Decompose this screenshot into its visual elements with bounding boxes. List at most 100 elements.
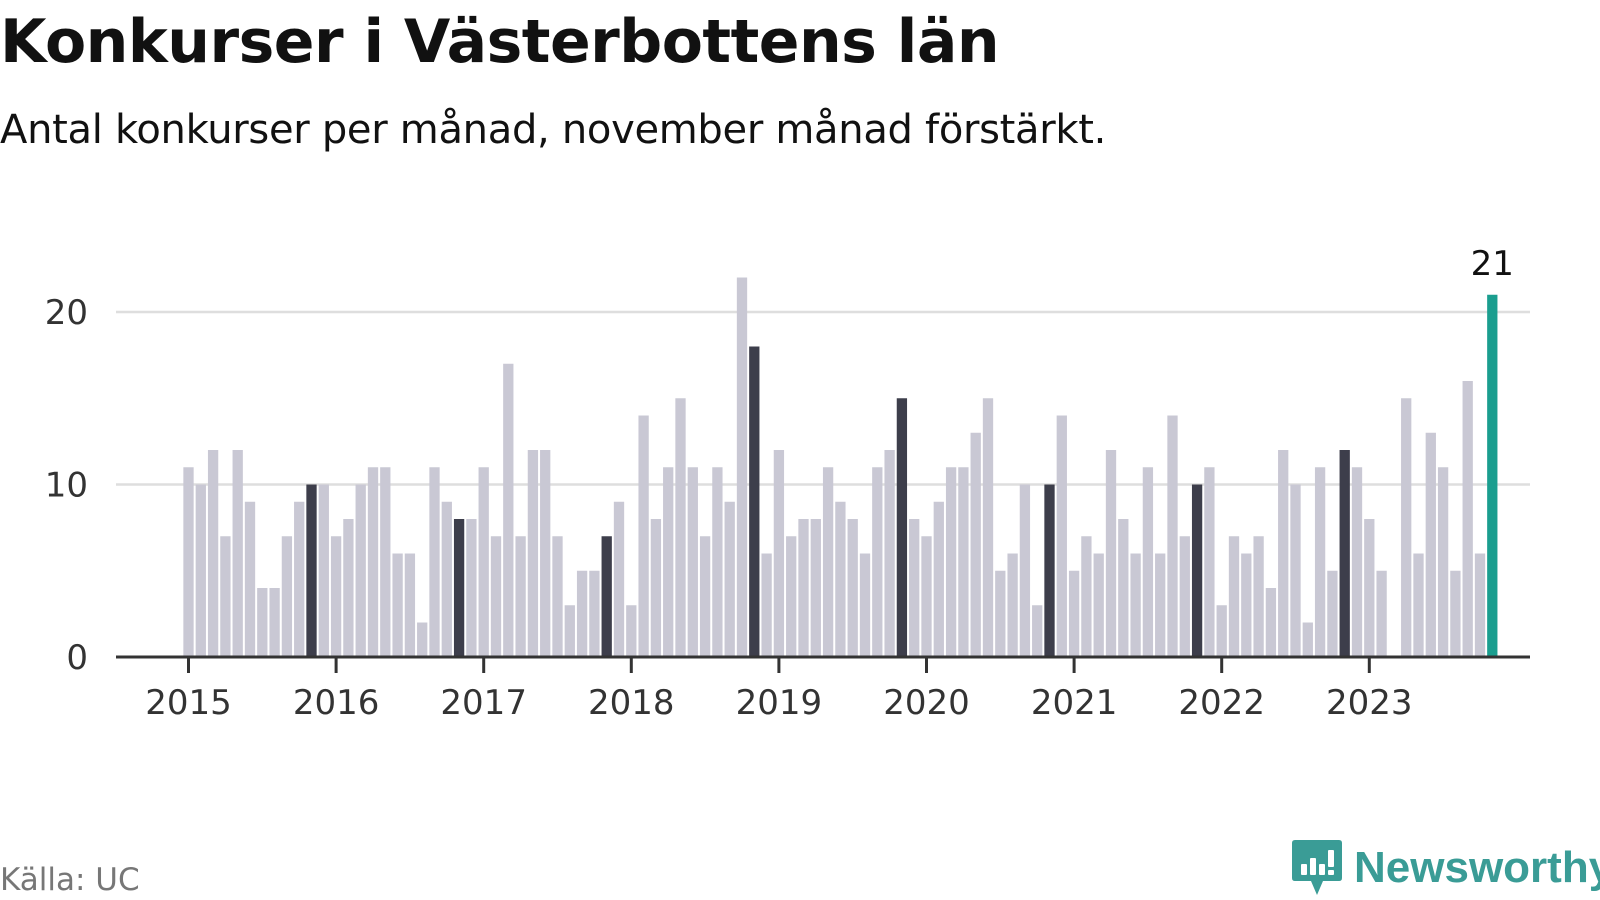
bar <box>380 467 391 657</box>
bar <box>613 501 625 657</box>
latest-value-label: 21 <box>1471 244 1514 284</box>
bar <box>884 450 895 657</box>
bar <box>1241 553 1252 657</box>
bar <box>921 536 932 657</box>
bar <box>441 501 452 657</box>
x-tick-label: 2017 <box>440 683 527 723</box>
bar-highlight <box>1339 450 1350 657</box>
bar <box>564 605 575 657</box>
bar <box>1155 553 1166 657</box>
bar <box>699 536 711 657</box>
bar <box>945 467 957 657</box>
bar <box>1093 553 1104 657</box>
x-tick-label: 2020 <box>883 683 970 723</box>
bar <box>478 467 489 657</box>
bar <box>576 570 588 657</box>
bar <box>1130 553 1141 657</box>
bar <box>466 519 477 657</box>
bar-highlight <box>749 346 760 657</box>
bar-highlight <box>1044 484 1055 657</box>
bar <box>638 415 649 657</box>
bar <box>970 432 981 657</box>
bar <box>822 467 834 657</box>
bar <box>1081 536 1092 657</box>
bar <box>404 553 416 657</box>
bar <box>294 501 305 657</box>
labels: 0 10 20 2015 2016 2017 2018 2019 2020 2021 2022 202… <box>45 244 1514 723</box>
bar <box>1056 415 1067 657</box>
bar <box>589 570 600 657</box>
bar <box>367 467 379 657</box>
bar <box>195 484 206 657</box>
bar <box>552 536 563 657</box>
y-tick-label: 0 <box>66 638 88 678</box>
bar-highlight <box>896 398 908 657</box>
bar <box>675 398 686 657</box>
bar <box>232 450 243 657</box>
bar <box>527 450 539 657</box>
bar-chart: 0 10 20 2015 2016 2017 2018 2019 2020 2021 2022 202… <box>45 244 1530 723</box>
bar <box>773 450 785 657</box>
bar <box>343 519 354 657</box>
x-tick-label: 2016 <box>293 683 380 723</box>
bar <box>1425 432 1436 657</box>
bar <box>786 536 797 657</box>
bar <box>207 450 219 657</box>
bar <box>503 363 514 657</box>
bar <box>663 467 674 657</box>
bar <box>798 519 809 657</box>
bar <box>1302 622 1313 657</box>
bar <box>417 622 428 657</box>
bar <box>330 536 342 657</box>
bar <box>995 570 1006 657</box>
bar <box>1228 536 1240 657</box>
bar <box>835 501 846 657</box>
x-tick-label: 2021 <box>1031 683 1118 723</box>
bar <box>1327 570 1338 657</box>
bar <box>1462 381 1473 657</box>
bar <box>1401 398 1412 657</box>
bar <box>736 277 748 657</box>
bar <box>1413 553 1424 657</box>
bar <box>687 467 698 657</box>
bar <box>1364 519 1375 657</box>
bar <box>490 536 502 657</box>
bar <box>1450 570 1461 657</box>
bars <box>183 277 1498 657</box>
bar <box>1068 570 1080 657</box>
bar <box>269 588 280 657</box>
bar <box>1142 467 1154 657</box>
bar <box>872 467 883 657</box>
bar <box>847 519 858 657</box>
bar-latest <box>1487 294 1498 657</box>
bar <box>909 519 920 657</box>
bar <box>1179 536 1190 657</box>
brand-name: Newsworthy <box>1354 843 1600 892</box>
bar <box>220 536 231 657</box>
x-tick-label: 2015 <box>145 683 232 723</box>
x-tick-label: 2023 <box>1326 683 1413 723</box>
bar <box>1351 467 1363 657</box>
bar <box>1376 570 1387 657</box>
x-tick-label: 2019 <box>736 683 823 723</box>
bar <box>626 605 637 657</box>
bar <box>1105 450 1117 657</box>
bar <box>650 519 662 657</box>
brand-logo: Newsworthy <box>1290 838 1600 898</box>
bar <box>1204 467 1215 657</box>
bar <box>1265 588 1277 657</box>
bar <box>810 519 821 657</box>
bar <box>1314 467 1326 657</box>
bar-highlight <box>1191 484 1203 657</box>
bar <box>429 467 440 657</box>
bar <box>761 553 772 657</box>
bar-highlight <box>306 484 317 657</box>
bar <box>318 484 329 657</box>
chart-subtitle: Antal konkurser per månad, november måna… <box>0 107 1107 153</box>
x-tick-label: 2022 <box>1178 683 1265 723</box>
chart-title: Konkurser i Västerbottens län <box>0 7 1000 77</box>
bar <box>1474 553 1486 657</box>
bar <box>859 553 871 657</box>
bar <box>724 501 735 657</box>
bar <box>1290 484 1301 657</box>
